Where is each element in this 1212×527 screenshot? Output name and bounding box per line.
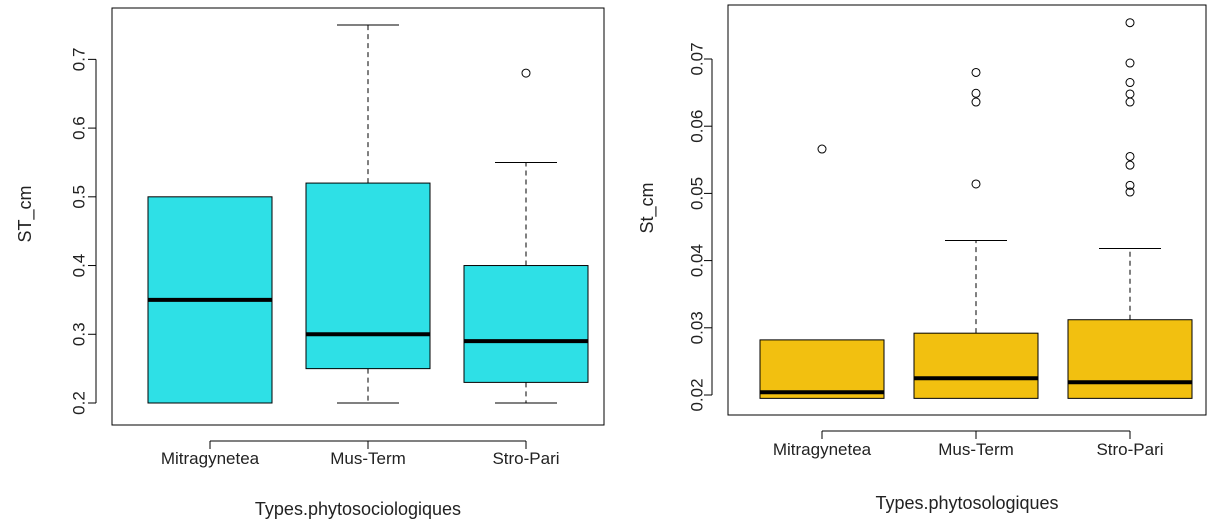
x-tick-label: Stro-Pari bbox=[492, 449, 559, 468]
outlier-point bbox=[1125, 89, 1135, 99]
y-axis-title: St_cm bbox=[637, 182, 658, 233]
outlier-point bbox=[1125, 151, 1135, 161]
y-tick-label: 0.06 bbox=[687, 110, 706, 143]
box-body bbox=[1067, 319, 1193, 399]
y-tick-label: 0.3 bbox=[69, 322, 88, 346]
y-tick-label: 0.05 bbox=[687, 177, 706, 210]
box-stro-pari bbox=[1067, 18, 1193, 399]
x-axis-title: Types.phytosologiques bbox=[875, 493, 1058, 513]
y-tick-label: 0.02 bbox=[687, 378, 706, 411]
outlier-point bbox=[971, 179, 981, 189]
y-tick-label: 0.2 bbox=[69, 391, 88, 415]
y-tick-label: 0.4 bbox=[69, 254, 88, 278]
outlier-point bbox=[1125, 187, 1135, 197]
outlier-point bbox=[1125, 160, 1135, 170]
box-body bbox=[305, 182, 431, 370]
outlier-point bbox=[1125, 18, 1135, 28]
plot-frame bbox=[727, 4, 1207, 416]
outlier-point bbox=[1125, 180, 1135, 190]
box-mitragynetea bbox=[759, 144, 885, 399]
x-tick-label: Stro-Pari bbox=[1096, 440, 1163, 459]
y-tick-label: 0.07 bbox=[687, 42, 706, 75]
outlier-point bbox=[1125, 78, 1135, 88]
x-tick-label: Mitragynetea bbox=[773, 440, 872, 459]
x-tick-label: Mitragynetea bbox=[161, 449, 260, 468]
chart-panel-2: 0.02 0.03 0.04 0.05 0.06 0.07 Mitragynetea Mus-… bbox=[637, 4, 1207, 513]
box-mitragynetea bbox=[147, 196, 273, 404]
plot-frame bbox=[111, 7, 605, 426]
box-stro-pari bbox=[463, 68, 589, 404]
x-tick-label: Mus-Term bbox=[938, 440, 1014, 459]
outlier-point bbox=[521, 68, 531, 78]
x-tick-label: Mus-Term bbox=[330, 449, 406, 468]
box-mus-term bbox=[913, 67, 1039, 399]
outlier-point bbox=[971, 67, 981, 77]
outlier-point bbox=[971, 97, 981, 107]
y-tick-label: 0.04 bbox=[687, 244, 706, 277]
x-axis-title: Types.phytosociologiques bbox=[255, 499, 461, 519]
chart-panel-1: 0.2 0.3 0.4 0.5 0.6 0.7 Mitragynetea Mus-Term St… bbox=[15, 7, 605, 519]
outlier-point bbox=[1125, 58, 1135, 68]
y-tick-label: 0.03 bbox=[687, 311, 706, 344]
box-body bbox=[463, 265, 589, 383]
outlier-point bbox=[1125, 97, 1135, 107]
y-tick-label: 0.7 bbox=[69, 48, 88, 72]
outlier-point bbox=[971, 88, 981, 98]
y-axis-title: ST_cm bbox=[15, 185, 36, 242]
box-body bbox=[759, 339, 885, 399]
box-mus-term bbox=[305, 24, 431, 404]
outlier-point bbox=[817, 144, 827, 154]
box-body bbox=[913, 332, 1039, 399]
y-tick-label: 0.5 bbox=[69, 185, 88, 209]
y-tick-label: 0.6 bbox=[69, 116, 88, 140]
